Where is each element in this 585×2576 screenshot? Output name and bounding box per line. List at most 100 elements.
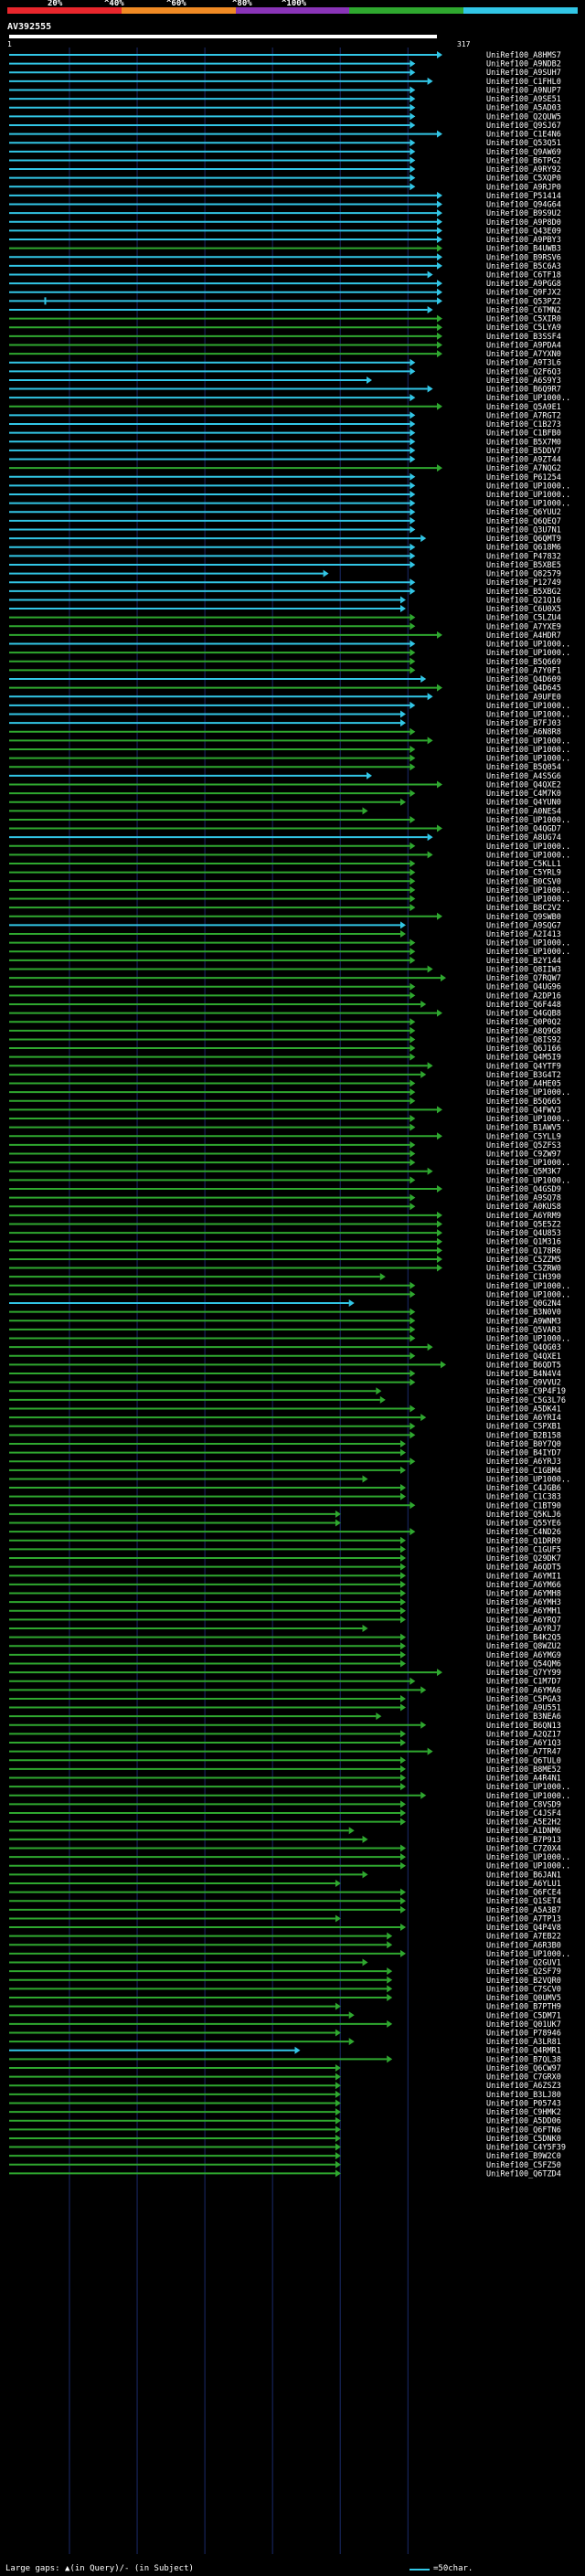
- hit-label: UniRef100_Q0UMV5: [486, 1994, 561, 2003]
- hit-arrow-head: [410, 103, 416, 111]
- hit-label: UniRef100_Q9SJ67: [486, 122, 561, 131]
- hit-label: UniRef100_Q6J166: [486, 1044, 561, 1054]
- hit-label: UniRef100_B3SSF4: [486, 333, 561, 342]
- hit-label: UniRef100_P12749: [486, 578, 561, 588]
- hit-arrow-head: [410, 156, 416, 164]
- hit-label: UniRef100_Q5M3K7: [486, 1168, 561, 1177]
- hit-arrow-head: [420, 1686, 427, 1694]
- hit-label: UniRef100_A1DNM6: [486, 1827, 561, 1836]
- hit-arrow-head: [427, 965, 433, 973]
- hit-label: UniRef100_Q5A9E1: [486, 403, 561, 412]
- hit-label: UniRef100_A3LR81: [486, 2038, 561, 2047]
- hit-arrow-head: [410, 147, 416, 155]
- query-sequence-bar: [9, 35, 437, 38]
- hit-label: UniRef100_A9NDB2: [486, 60, 561, 69]
- hit-arrow-head: [410, 991, 416, 1000]
- hit-arrow-head: [437, 288, 442, 296]
- hit-label: UniRef100_UP1000..: [486, 1783, 570, 1792]
- hit-label: UniRef100_A8Q9G8: [486, 1027, 561, 1036]
- hit-label: UniRef100_UP1000..: [486, 491, 570, 500]
- hit-label: UniRef100_B5C6A3: [486, 262, 561, 271]
- hit-arrow-head: [410, 1123, 416, 1131]
- hit-arrow-head: [366, 376, 372, 384]
- hit-label: UniRef100_C9P4F19: [486, 1387, 566, 1396]
- hit-label: UniRef100_A5DD06: [486, 2117, 561, 2126]
- hit-label: UniRef100_Q4RMR1: [486, 2047, 561, 2056]
- hit-arrow-head: [400, 1818, 407, 1826]
- hit-label: UniRef100_UP1000..: [486, 851, 570, 860]
- identity-color-legend: [7, 7, 578, 14]
- hit-arrow-head: [400, 1774, 407, 1782]
- hit-label: UniRef100_Q43E09: [486, 227, 561, 236]
- hit-arrow-head: [437, 631, 442, 639]
- hit-arrow-head: [410, 1325, 416, 1333]
- hit-label: UniRef100_UP1000..: [486, 939, 570, 949]
- hit-arrow-head: [410, 1422, 416, 1430]
- hit-label: UniRef100_Q01UK7: [486, 2020, 561, 2030]
- legend-segment: [121, 7, 236, 14]
- hit-arrow-head: [400, 798, 407, 806]
- hit-arrow-head: [410, 1193, 416, 1202]
- hit-label: UniRef100_A9SE51: [486, 95, 561, 104]
- hit-arrow-head: [400, 1492, 407, 1500]
- hit-arrow-head: [400, 1642, 407, 1650]
- hit-arrow-head: [410, 666, 416, 674]
- hit-label: UniRef100_Q8IS92: [486, 1035, 561, 1044]
- hit-label: UniRef100_C1FHL0: [486, 78, 561, 87]
- legend-percent-label: ^80%: [232, 0, 252, 8]
- hit-label: UniRef100_A9T3L6: [486, 359, 561, 368]
- hit-arrow-head: [410, 411, 416, 419]
- hit-label: UniRef100_Q178R6: [486, 1246, 561, 1256]
- hit-arrow-head: [437, 1106, 442, 1114]
- hit-arrow-head: [437, 253, 442, 261]
- hit-label: UniRef100_A7NQG2: [486, 464, 561, 473]
- hit-arrow-head: [400, 1466, 407, 1474]
- hit-arrow-head: [427, 77, 433, 85]
- hit-arrow-head: [410, 613, 416, 621]
- hit-arrow-head: [410, 1431, 416, 1439]
- hit-label: UniRef100_B8C2V2: [486, 904, 561, 913]
- hit-arrow-head: [410, 525, 416, 534]
- hit-label: UniRef100_UP1000..: [486, 1335, 570, 1344]
- hit-arrow-head: [387, 1941, 393, 1949]
- hit-label: UniRef100_A7YXE9: [486, 622, 561, 631]
- hit-arrow-head: [387, 2055, 393, 2063]
- hit-arrow-head: [410, 1176, 416, 1184]
- hit-label: UniRef100_C1E4N6: [486, 131, 561, 140]
- hit-label: UniRef100_UP1000..: [486, 1176, 570, 1185]
- hit-label: UniRef100_C1GBM4: [486, 1467, 561, 1476]
- hit-label: UniRef100_C5DNK0: [486, 2135, 561, 2144]
- hit-label: UniRef100_B8ME52: [486, 1765, 561, 1775]
- hit-label: UniRef100_C4ND26: [486, 1528, 561, 1537]
- hit-arrow-head: [400, 1924, 407, 1932]
- hit-arrow-head: [400, 1650, 407, 1659]
- hit-arrow-head: [362, 807, 368, 815]
- hit-arrow-head: [410, 429, 416, 437]
- hit-arrow-head: [400, 1897, 407, 1905]
- hit-arrow-head: [410, 367, 416, 376]
- hit-arrow-head: [400, 1853, 407, 1861]
- legend-percent-label: ^40%: [104, 0, 124, 8]
- hit-label: UniRef100_A8UG74: [486, 833, 561, 843]
- hit-label: UniRef100_B3G4T2: [486, 1071, 561, 1080]
- hit-label: UniRef100_B4K2Q5: [486, 1634, 561, 1643]
- hit-label: UniRef100_A9PDA4: [486, 341, 561, 350]
- hit-label: UniRef100_B5DDV7: [486, 447, 561, 456]
- hit-label: UniRef100_A6YMG9: [486, 1651, 561, 1660]
- hit-label: UniRef100_UP1000..: [486, 1950, 570, 1959]
- hit-arrow-head: [335, 2002, 341, 2010]
- hit-arrow-head: [335, 2169, 341, 2178]
- hit-label: UniRef100_A9RY92: [486, 165, 561, 175]
- hit-label: UniRef100_UP1000..: [486, 1792, 570, 1801]
- hit-label: UniRef100_B7PTH9: [486, 2003, 561, 2012]
- hit-arrow-head: [437, 1255, 442, 1263]
- hit-label: UniRef100_Q29DK7: [486, 1554, 561, 1564]
- hit-label: UniRef100_UP1000..: [486, 1290, 570, 1299]
- hit-arrow-head: [410, 491, 416, 498]
- hit-arrow-head: [437, 261, 442, 270]
- hit-arrow-head: [420, 535, 427, 543]
- hit-label: UniRef100_A5A3B7: [486, 1906, 561, 1915]
- hit-arrow-head: [410, 69, 416, 77]
- hit-label: UniRef100_UP1000..: [486, 1088, 570, 1097]
- hit-arrow-head: [410, 543, 416, 551]
